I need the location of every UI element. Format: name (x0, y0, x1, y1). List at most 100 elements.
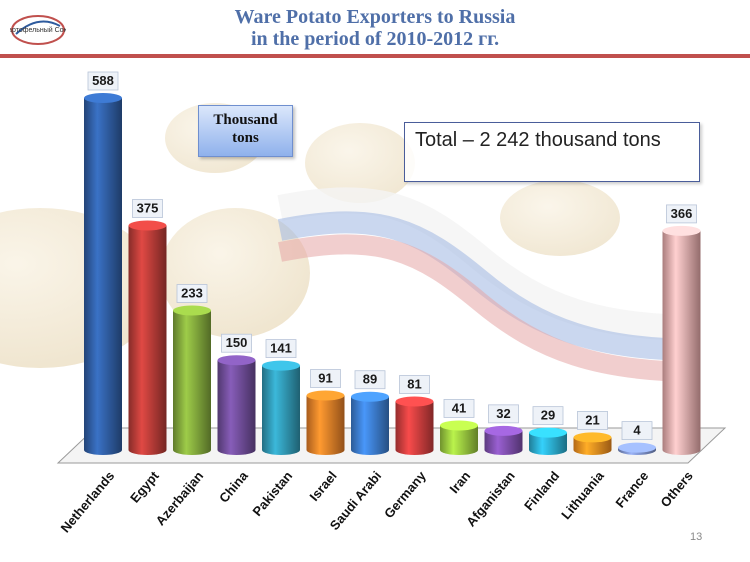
logo-text: Картофельный Союз (10, 26, 66, 34)
bar-top (662, 225, 701, 236)
bar-pakistan (262, 360, 300, 455)
value-label-text: 233 (181, 286, 203, 301)
value-label-bg (265, 339, 297, 358)
title-line-2: in the period of 2010-2012 гг. (250, 28, 500, 50)
value-label-bg (577, 411, 608, 430)
value-label-bg (221, 333, 252, 353)
value-label: 81 (399, 375, 430, 394)
category-label: Egypt (127, 468, 162, 506)
bar-body (662, 230, 701, 455)
bar-top (262, 360, 300, 371)
value-label-bg (176, 284, 208, 303)
bar-top (395, 396, 434, 407)
value-label: 366 (666, 204, 697, 224)
value-label-bg (87, 71, 119, 91)
value-label-text: 141 (270, 341, 292, 356)
value-label: 150 (221, 333, 252, 353)
category-label: Pakistan (249, 468, 295, 519)
bar-lithuania (573, 432, 612, 455)
bar-israel (306, 390, 345, 455)
bar-top (306, 390, 345, 401)
value-label-text: 32 (496, 406, 510, 421)
bar-top (440, 420, 478, 431)
bar-iran (440, 420, 478, 455)
bars-group (84, 93, 701, 455)
value-label-bg (488, 404, 519, 424)
value-label: 89 (354, 370, 386, 390)
bar-top (351, 391, 389, 402)
value-label: 375 (132, 199, 163, 218)
value-label: 32 (488, 404, 519, 424)
bar-afganistan (484, 425, 523, 455)
value-label-bg (354, 370, 386, 390)
potato-shape (160, 208, 310, 338)
value-label-text: 89 (363, 372, 377, 387)
value-label: 233 (176, 284, 208, 303)
value-label-text: 29 (541, 408, 555, 423)
value-label-bg (399, 375, 430, 394)
potato-shape (500, 180, 620, 256)
bar-netherlands (84, 93, 122, 455)
bar-azerbaijan (173, 305, 211, 455)
bar-body (395, 401, 434, 455)
value-label: 29 (532, 406, 564, 426)
value-label-bg (532, 406, 564, 426)
category-label: Others (657, 468, 695, 510)
bar-top (173, 305, 211, 316)
category-label: Netherlands (58, 468, 118, 535)
bar-body (217, 360, 256, 455)
bar-finland (529, 427, 567, 455)
bar-body (573, 437, 612, 455)
ribbon-blue (277, 211, 701, 361)
category-label: France (612, 468, 651, 510)
value-label-text: 91 (318, 371, 332, 386)
value-label-bg (621, 421, 653, 441)
bar-germany (395, 396, 434, 455)
value-label-text: 41 (452, 400, 466, 415)
page-title: Ware Potato Exporters to Russia in the p… (140, 6, 610, 50)
category-label: Finland (521, 468, 562, 513)
bar-chart: 588 375 233 150 141 91 89 81 41 32 29 21 4 366 Nether… (56, 71, 727, 536)
bar-top (128, 220, 167, 231)
unit-label-box: Thousand tons (198, 105, 293, 157)
value-label-text: 21 (585, 412, 599, 427)
bar-body (440, 425, 478, 455)
potato-shape (305, 123, 415, 203)
value-label-text: 81 (407, 377, 421, 392)
category-label: China (216, 468, 251, 506)
value-label-bg (666, 204, 697, 224)
bar-others (662, 225, 701, 455)
value-label-text: 150 (226, 335, 248, 350)
value-label-text: 375 (137, 201, 159, 216)
bar-top (217, 355, 256, 366)
ribbon-white (277, 187, 701, 341)
category-label: Lithuania (558, 468, 607, 522)
bar-body (262, 365, 300, 455)
bar-top (573, 432, 612, 443)
value-labels-group: 588 375 233 150 141 91 89 81 41 32 29 21 4 366 (87, 71, 697, 441)
value-label-text: 4 (633, 423, 641, 438)
bar-body (529, 432, 567, 455)
value-label-text: 588 (92, 73, 114, 88)
value-label: 588 (87, 71, 119, 91)
value-label: 41 (443, 399, 475, 418)
bar-body (173, 310, 211, 455)
category-label: Israel (306, 468, 339, 504)
value-label: 4 (621, 421, 653, 441)
potato-union-logo-icon: Картофельный Союз (10, 15, 66, 45)
value-label-bg (132, 199, 163, 218)
ribbon-red (278, 234, 701, 382)
value-label-bg (443, 399, 475, 418)
category-label: Iran (446, 468, 473, 496)
bar-top (529, 427, 567, 438)
value-label: 141 (265, 339, 297, 358)
bar-france (618, 442, 656, 455)
bar-top (84, 93, 122, 103)
bar-saudi-arabi (351, 391, 389, 455)
bar-egypt (128, 220, 167, 455)
title-line-1: Ware Potato Exporters to Russia (234, 6, 516, 28)
value-label-bg (310, 369, 341, 388)
value-label: 21 (577, 411, 608, 430)
page-number: 13 (690, 531, 703, 543)
